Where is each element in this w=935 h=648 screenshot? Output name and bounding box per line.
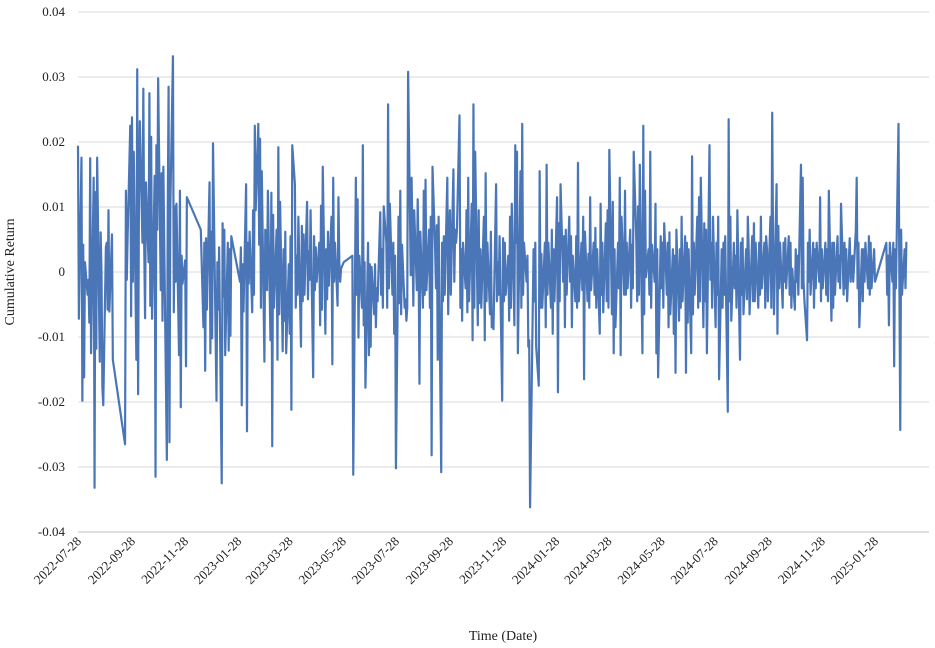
x-tick-label: 2024-11-28 [775,534,828,587]
x-tick-label: 2024-07-28 [667,534,721,588]
x-tick-label: 2025-01-28 [828,534,882,588]
y-tick-label: 0.03 [42,69,65,84]
y-tick-label: 0.01 [42,199,65,214]
x-tick-label: 2024-05-28 [614,534,668,588]
x-tick-label: 2024-03-28 [561,534,615,588]
y-tick-label: -0.04 [38,524,66,539]
y-tick-label: 0.04 [42,4,65,19]
x-tick-label: 2022-07-28 [31,534,85,588]
x-tick-label: 2023-03-28 [242,534,296,588]
x-tick-label: 2022-09-28 [85,534,139,588]
x-axis-title: Time (Date) [469,629,538,644]
series-line-0 [76,55,908,509]
x-tick-label: 2023-11-28 [456,534,509,587]
y-tick-label: -0.03 [38,459,65,474]
y-axis-title: Cumulative Return [3,219,18,326]
x-tick-label: 2022-11-28 [138,534,191,587]
x-axis-tick-labels: 2022-07-28 2022-09-28 2022-11-28 2023-01-28… [31,534,882,588]
x-tick-label: 2023-05-28 [295,534,349,588]
x-tick-label: 2023-01-28 [191,534,245,588]
y-tick-label: 0.02 [42,134,65,149]
x-tick-label: 2024-09-28 [721,534,775,588]
y-tick-label: -0.02 [38,394,65,409]
x-tick-label: 2023-09-28 [403,534,457,588]
x-tick-label: 2024-01-28 [509,534,563,588]
y-tick-label: -0.01 [38,329,65,344]
series-group [76,55,908,509]
y-axis-tick-labels: 0.04 0.03 0.02 0.01 0 -0.01 -0.02 -0.03 -0.04 [38,4,66,539]
y-tick-label: 0 [59,264,66,279]
x-tick-label: 2023-07-28 [349,534,403,588]
